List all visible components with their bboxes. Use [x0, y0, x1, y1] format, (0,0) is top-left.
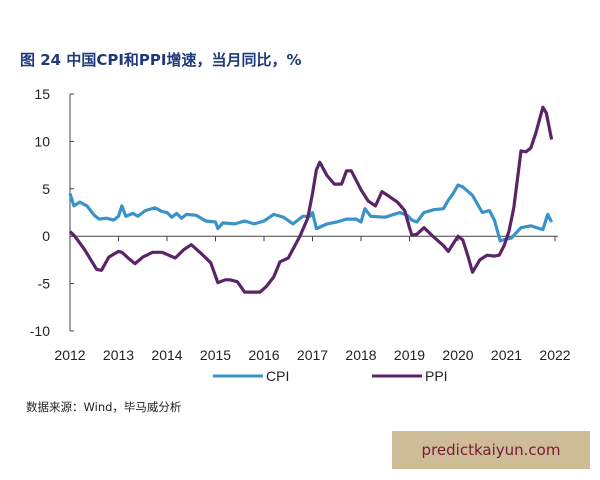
y-tick-label: 10 [34, 133, 50, 149]
x-tick-label: 2022 [539, 347, 570, 363]
x-tick-label: 2014 [151, 347, 182, 363]
series-line-cpi [68, 183, 554, 243]
x-tick-label: 2015 [200, 347, 231, 363]
x-tick-label: 2021 [491, 347, 522, 363]
x-tick-label: 2016 [248, 347, 279, 363]
x-tick-label: 2020 [442, 347, 473, 363]
x-tick-label: 2012 [54, 347, 85, 363]
y-tick-label: 0 [42, 228, 50, 244]
legend-label-ppi: PPI [425, 368, 448, 384]
x-tick-label: 2018 [345, 347, 376, 363]
legend-label-cpi: CPI [266, 368, 289, 384]
y-tick-label: 5 [42, 181, 50, 197]
chart-title: 图 24 中国CPI和PPI增速，当月同比，% [20, 51, 302, 69]
watermark: predictkaiyun.com [392, 431, 590, 469]
series-line-ppi [68, 105, 554, 294]
source-note: 数据来源：Wind，毕马威分析 [26, 400, 182, 414]
y-tick-label: -10 [30, 323, 50, 339]
x-tick-label: 2019 [394, 347, 425, 363]
y-tick-label: 15 [34, 86, 50, 102]
y-tick-label: -5 [38, 276, 51, 292]
x-tick-label: 2017 [297, 347, 328, 363]
x-tick-label: 2013 [103, 347, 134, 363]
legend: CPI PPI [213, 368, 448, 384]
